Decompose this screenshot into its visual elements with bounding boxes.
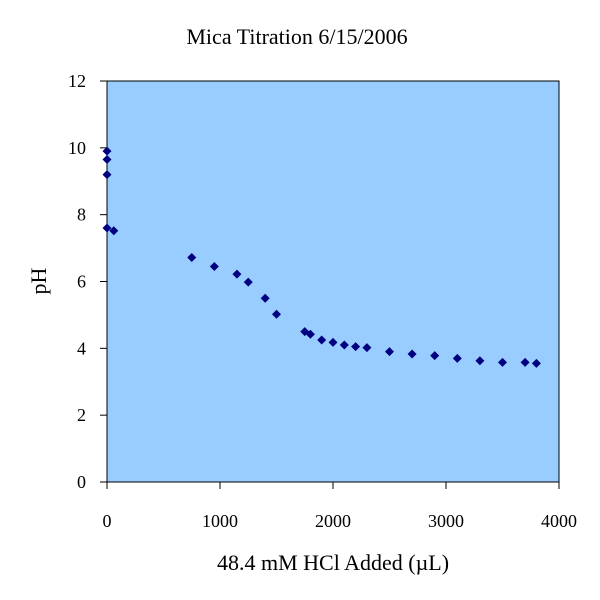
data-point (243, 277, 253, 287)
data-point (362, 343, 372, 353)
data-point (272, 309, 281, 319)
y-tick-label: 6 (77, 272, 86, 292)
data-point (339, 340, 349, 350)
x-tick-label: 0 (103, 511, 112, 531)
data-point (305, 329, 315, 339)
x-tick-label: 1000 (202, 511, 238, 531)
y-tick-label: 10 (68, 138, 86, 158)
y-tick-label: 8 (77, 205, 86, 225)
y-axis-label: pH (26, 267, 51, 294)
data-point (109, 226, 119, 236)
data-point (351, 342, 361, 352)
y-tick-label: 0 (77, 472, 86, 492)
data-point (475, 356, 485, 366)
data-point (385, 347, 394, 357)
x-axis-label: 48.4 mM HCl Added (µL) (217, 550, 449, 575)
x-axis-ticks: 0 1000 2000 3000 4000 (103, 482, 577, 531)
data-point (407, 349, 417, 359)
data-point (102, 146, 112, 156)
data-point (260, 293, 270, 303)
x-tick-label: 2000 (315, 511, 351, 531)
y-tick-label: 4 (77, 338, 86, 358)
data-point (531, 358, 541, 368)
data-point (102, 170, 112, 180)
plot-area (106, 80, 560, 483)
data-point (209, 261, 219, 271)
y-tick-label: 2 (77, 405, 86, 425)
y-axis-ticks: 0 2 4 6 8 10 12 (68, 71, 107, 492)
data-point (328, 337, 338, 347)
x-tick-label: 3000 (428, 511, 464, 531)
data-point (498, 357, 507, 367)
data-point (452, 353, 462, 363)
data-point (317, 335, 327, 345)
x-tick-label: 4000 (541, 511, 577, 531)
data-point (187, 252, 197, 262)
y-tick-label: 12 (68, 71, 86, 91)
data-point (102, 223, 112, 233)
data-points (102, 146, 541, 368)
data-point (232, 269, 242, 279)
data-point (430, 351, 440, 361)
chart-title: Mica Titration 6/15/2006 (186, 24, 407, 49)
data-point (520, 357, 530, 367)
data-point (102, 155, 112, 165)
